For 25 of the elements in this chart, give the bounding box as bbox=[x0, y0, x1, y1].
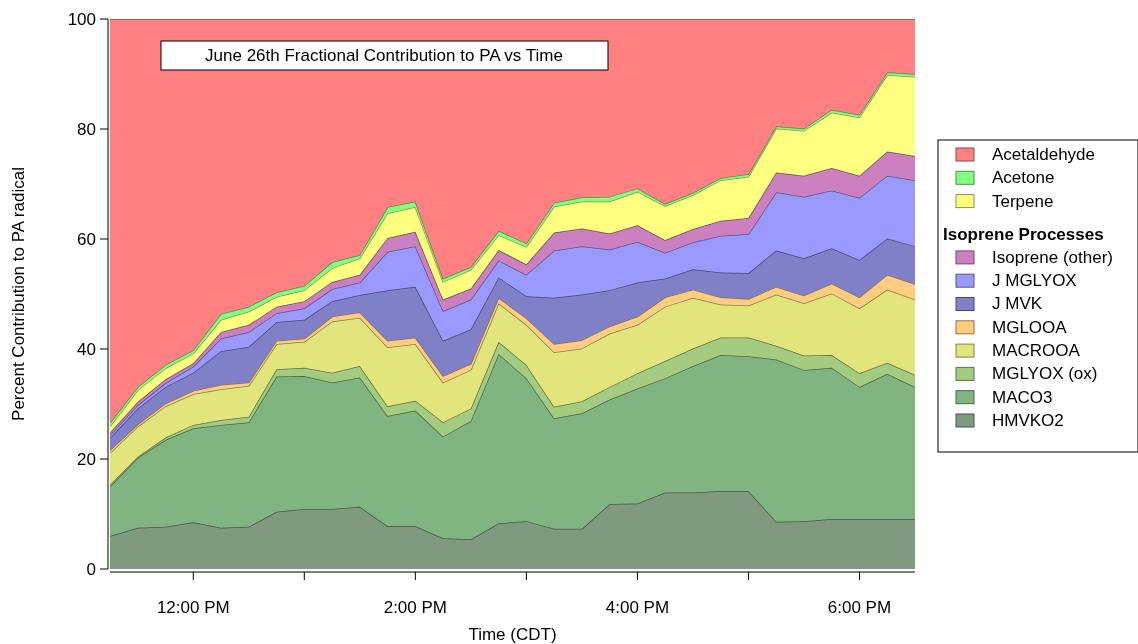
legend-label: MGLOOA bbox=[992, 317, 1068, 337]
legend-label: Terpene bbox=[992, 191, 1054, 211]
x-axis-title: Time (CDT) bbox=[468, 625, 557, 644]
legend-label: J MVK bbox=[992, 294, 1043, 314]
legend-label: J MGLYOX bbox=[992, 271, 1077, 291]
y-tick-label: 80 bbox=[77, 119, 96, 139]
legend-label: Isoprene (other) bbox=[992, 247, 1113, 267]
legend-label: Acetone bbox=[992, 168, 1055, 188]
y-tick-label: 40 bbox=[77, 339, 96, 359]
text: June 26th Fractional Contribution to PA vs Time bbox=[205, 46, 563, 65]
y-axis-title: Percent Contribution to PA radical bbox=[9, 167, 28, 421]
legend-label: MACROOA bbox=[992, 341, 1081, 361]
x-tick-label: 2:00 PM bbox=[383, 598, 447, 617]
legend-label: MGLYOX (ox) bbox=[992, 364, 1098, 384]
legend-title: Isoprene Processes bbox=[943, 224, 1104, 244]
x-tick-label: 6:00 PM bbox=[827, 598, 892, 617]
y-tick-label: 0 bbox=[86, 559, 96, 579]
y-tick-label: 100 bbox=[67, 9, 96, 29]
y-tick-label: 60 bbox=[77, 229, 96, 249]
y-tick-label: 20 bbox=[77, 449, 96, 469]
legend-label: HMVKO2 bbox=[992, 410, 1064, 430]
x-tick-label: 12:00 PM bbox=[156, 598, 230, 617]
legend-label: MACO3 bbox=[992, 387, 1053, 407]
x-tick-label: 4:00 PM bbox=[605, 598, 670, 617]
legend-label: Acetaldehyde bbox=[992, 144, 1096, 164]
